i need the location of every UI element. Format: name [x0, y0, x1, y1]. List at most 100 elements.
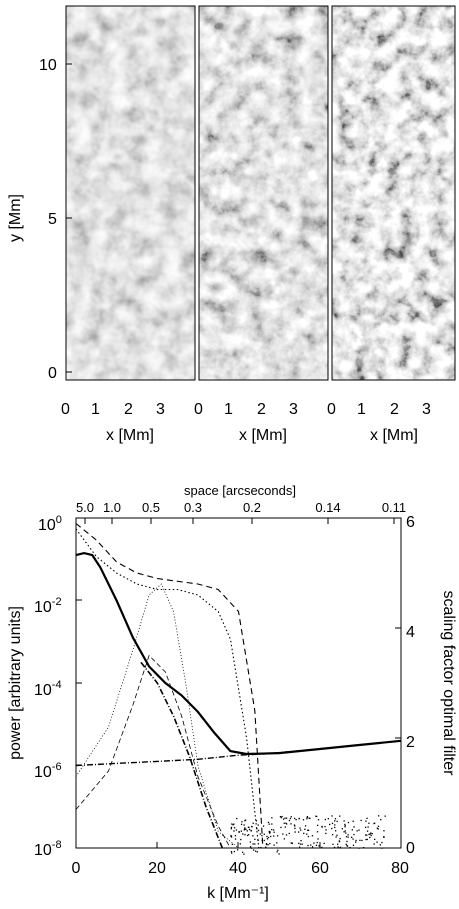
noise-dot	[240, 838, 242, 841]
spectrum-plot-frame	[75, 517, 402, 849]
noise-dot	[299, 843, 302, 845]
noise-dot	[263, 833, 265, 835]
noise-dot	[383, 836, 385, 838]
noise-dot	[343, 820, 345, 822]
p3-xtick-1: 1	[357, 401, 366, 418]
noise-dot	[358, 829, 360, 831]
noise-dot	[368, 833, 370, 836]
noise-dot	[345, 832, 347, 834]
series-dashed-filter	[75, 523, 264, 849]
series-dash-dot-noise	[75, 740, 402, 767]
noise-dot	[290, 816, 292, 818]
noise-dot	[256, 851, 258, 853]
noise-dot	[271, 828, 273, 831]
noise-dot	[321, 846, 323, 849]
noise-dot	[267, 836, 270, 839]
noise-dot	[349, 846, 351, 849]
noise-dot	[366, 838, 368, 841]
noise-dot	[255, 850, 257, 852]
noise-dot	[304, 828, 306, 830]
noise-dot	[365, 826, 367, 828]
toptick-0.2: 0.2	[243, 500, 261, 515]
noise-dot	[317, 819, 320, 821]
noise-dot	[332, 834, 334, 836]
noise-dot	[300, 840, 302, 842]
noise-dot	[339, 847, 341, 849]
series-dotted-filter	[75, 528, 260, 849]
noise-dot	[334, 826, 336, 829]
p3-xtick-3: 3	[422, 401, 431, 418]
noise-dot	[351, 836, 353, 838]
noise-dot	[252, 822, 254, 824]
axis-ticks	[76, 518, 401, 848]
noise-dot	[347, 821, 350, 824]
noise-dot	[352, 838, 354, 840]
noise-dot	[339, 815, 341, 817]
noise-dot	[376, 841, 378, 843]
noise-dot	[311, 835, 314, 837]
noise-dot	[246, 830, 248, 832]
noise-dot	[383, 830, 385, 832]
noise-dot	[299, 827, 301, 829]
xtick-20: 20	[148, 860, 166, 877]
noise-dot	[370, 832, 372, 834]
spectrum-ylabel: power [arbitrary units]	[7, 606, 24, 760]
noise-dot	[261, 835, 263, 837]
noise-dot	[317, 824, 319, 826]
noise-dot	[232, 824, 234, 826]
noise-dot	[273, 835, 275, 837]
noise-dot	[288, 819, 291, 822]
noise-dot	[285, 822, 287, 824]
noise-dot	[304, 825, 307, 827]
series-thin-dashed-bell	[75, 654, 231, 849]
noise-dot	[371, 833, 373, 835]
noise-dot	[250, 846, 252, 848]
noise-dot	[365, 820, 367, 822]
spectrum-xlabel: k [Mm⁻¹]	[207, 885, 269, 902]
noise-dot	[383, 836, 385, 838]
noise-dot	[233, 823, 235, 825]
noise-scatter	[230, 815, 386, 855]
noise-dot	[230, 826, 233, 829]
noise-dot	[359, 839, 361, 841]
noise-dot	[241, 821, 243, 823]
noise-dot	[316, 815, 318, 818]
noise-dot	[257, 824, 259, 826]
ytick-1e-2: 10-2	[34, 596, 62, 616]
noise-dot	[362, 847, 365, 849]
noise-dot	[381, 841, 383, 844]
noise-dot	[254, 843, 256, 845]
noise-dot	[356, 830, 358, 832]
panel-3-image	[332, 6, 455, 380]
toptick-0.14: 0.14	[315, 500, 340, 515]
noise-dot	[370, 834, 372, 837]
noise-dot	[335, 830, 337, 832]
noise-dot	[361, 839, 363, 842]
noise-dot	[307, 829, 310, 831]
noise-dot	[268, 830, 270, 833]
noise-dot	[334, 820, 336, 822]
noise-dot	[307, 835, 310, 838]
p2-xtick-3: 3	[289, 401, 298, 418]
noise-dot	[286, 823, 288, 825]
noise-dot	[242, 851, 244, 853]
noise-dot	[230, 851, 233, 853]
noise-dot	[285, 834, 288, 836]
noise-dot	[251, 847, 253, 849]
noise-dot	[273, 831, 275, 833]
noise-dot	[303, 832, 305, 834]
noise-dot	[291, 842, 293, 845]
noise-dot	[282, 818, 285, 820]
noise-dot	[276, 851, 278, 853]
xtick-60: 60	[311, 860, 329, 877]
noise-dot	[333, 846, 336, 848]
noise-dot	[243, 853, 245, 855]
noise-dot	[284, 826, 286, 828]
noise-dot	[339, 838, 341, 840]
noise-dot	[278, 853, 280, 855]
top-x-axes: 0 1 2 3 x [Mm] 0 1 2 3 x [Mm] 0 1 2 3 x …	[61, 401, 431, 444]
noise-dot	[376, 827, 378, 829]
noise-dot	[288, 832, 290, 835]
noise-dot	[266, 835, 268, 838]
noise-dot	[300, 829, 302, 831]
